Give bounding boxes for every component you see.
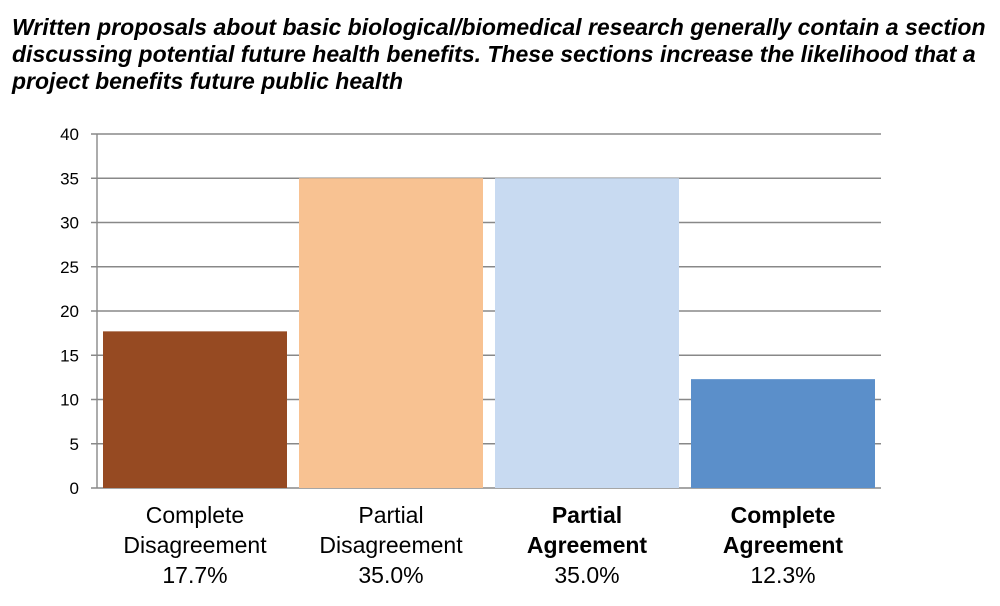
x-percent-label: 17.7% <box>162 562 228 588</box>
y-axis-ticks: 0 5 10 15 20 25 30 35 40 <box>60 125 79 498</box>
bar-complete-disagreement <box>103 331 287 488</box>
y-tick-label: 15 <box>60 346 79 365</box>
x-category-label: Complete Agreement <box>722 502 844 558</box>
x-label-group: Partial Disagreement 35.0% <box>296 500 486 590</box>
y-tick-label: 5 <box>70 435 79 454</box>
bars <box>103 178 875 488</box>
y-tick-label: 25 <box>60 258 79 277</box>
y-tick-label: 0 <box>70 479 79 498</box>
bar-partial-agreement <box>495 178 679 488</box>
y-tick-label: 30 <box>60 214 79 233</box>
x-label-group: Complete Disagreement 17.7% <box>100 500 290 590</box>
bar-complete-agreement <box>691 379 875 488</box>
y-tick-label: 10 <box>60 391 79 410</box>
y-tick-label: 40 <box>60 125 79 144</box>
y-tick-label: 20 <box>60 302 79 321</box>
bar-partial-disagreement <box>299 178 483 488</box>
x-category-label: Partial Disagreement <box>319 502 463 558</box>
x-percent-label: 35.0% <box>358 562 424 588</box>
x-percent-label: 12.3% <box>750 562 816 588</box>
x-category-label: Partial Agreement <box>526 502 648 558</box>
y-tick-label: 35 <box>60 169 79 188</box>
x-label-group: Complete Agreement 12.3% <box>688 500 878 590</box>
chart-title: Written proposals about basic biological… <box>12 14 986 94</box>
x-category-label: Complete Disagreement <box>123 502 267 558</box>
x-percent-label: 35.0% <box>554 562 620 588</box>
x-label-group: Partial Agreement 35.0% <box>492 500 682 590</box>
